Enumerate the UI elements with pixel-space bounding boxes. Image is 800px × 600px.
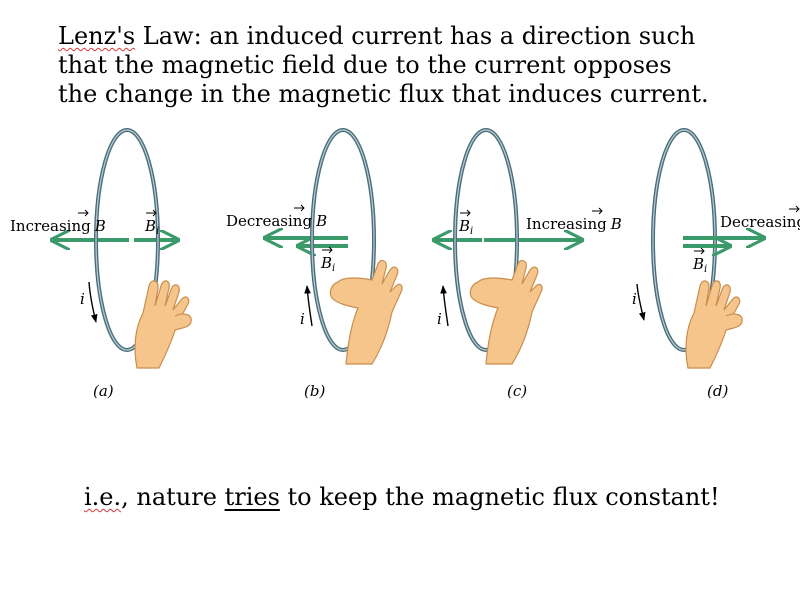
flux-label: Increasing B — [10, 217, 106, 235]
field-vector-arrow — [592, 207, 603, 215]
panel-a: i Increasing B Bi (a) — [10, 128, 192, 400]
footer-emphasis: tries — [224, 483, 280, 511]
induced-vector-arrow — [460, 209, 471, 217]
current-label: i — [632, 290, 637, 308]
conducting-loop-highlight — [311, 129, 375, 351]
field-symbol: B — [94, 217, 106, 235]
conducting-loop-highlight — [454, 129, 518, 351]
flux-label-text: Increasing — [10, 217, 91, 235]
current-label: i — [437, 310, 442, 328]
panel-b: i Decreasing B Bi (b) — [226, 128, 403, 400]
induced-field-label: Bi — [458, 217, 473, 237]
induced-vector-arrow — [322, 246, 333, 254]
induced-symbol: B — [692, 255, 704, 273]
footer-after: to keep the magnetic flux constant! — [279, 483, 720, 511]
induced-symbol: B — [320, 254, 332, 272]
right-hand-icon — [329, 259, 403, 365]
induced-subscript: i — [156, 226, 159, 237]
field-vector-arrow — [78, 209, 89, 217]
panel-caption: (b) — [304, 382, 325, 400]
panel-caption: (a) — [93, 382, 114, 400]
current-arrow — [88, 281, 98, 323]
panel-c: i Increasing B Bi (c) — [434, 128, 622, 400]
flux-label-text: Increasing — [526, 215, 607, 233]
flux-label-text: Decreasing — [226, 212, 312, 230]
panel-caption: (c) — [507, 382, 527, 400]
current-label: i — [80, 290, 85, 308]
heading: Lenz's Law: an induced current has a dir… — [58, 22, 778, 109]
heading-line-3: the change in the magnetic flux that ind… — [58, 80, 709, 108]
induced-symbol: B — [144, 217, 156, 235]
induced-symbol: B — [458, 217, 470, 235]
induced-field-label: Bi — [144, 217, 159, 237]
induced-subscript: i — [332, 263, 335, 274]
current-arrow — [304, 285, 313, 327]
footer-ie: i.e. — [84, 483, 122, 511]
footer-statement: i.e., nature tries to keep the magnetic … — [84, 483, 784, 512]
current-arrow — [440, 285, 449, 327]
field-vector-arrow — [294, 204, 305, 212]
heading-line-1-rest: Law: an induced current has a direction … — [135, 22, 696, 50]
lenz-law-figure: i Increasing B Bi (a) i Decreasing B Bi (b… — [10, 128, 800, 400]
field-symbol: B — [315, 212, 327, 230]
footer-before: , nature — [121, 483, 225, 511]
flux-label-text: Decreasing — [720, 213, 800, 231]
heading-term: Lenz's — [58, 22, 136, 50]
flux-label: Increasing B — [526, 215, 622, 233]
conducting-loop-highlight — [95, 129, 159, 351]
induced-subscript: i — [704, 264, 707, 275]
heading-line-1: Lenz's Law: an induced current has a dir… — [58, 22, 778, 51]
right-hand-icon — [134, 280, 192, 369]
current-arrow — [636, 283, 646, 321]
current-label: i — [300, 310, 305, 328]
induced-vector-arrow — [694, 247, 705, 255]
field-symbol: B — [610, 215, 622, 233]
induced-vector-arrow — [146, 209, 157, 217]
right-hand-icon — [469, 259, 543, 365]
induced-field-label: Bi — [692, 255, 707, 275]
right-hand-icon — [685, 280, 743, 369]
induced-subscript: i — [470, 226, 473, 237]
panel-caption: (d) — [707, 382, 728, 400]
field-vector-arrow — [789, 205, 800, 213]
induced-field-label: Bi — [320, 254, 335, 274]
heading-line-2: that the magnetic field due to the curre… — [58, 51, 672, 79]
arrow-overlap — [99, 238, 129, 242]
